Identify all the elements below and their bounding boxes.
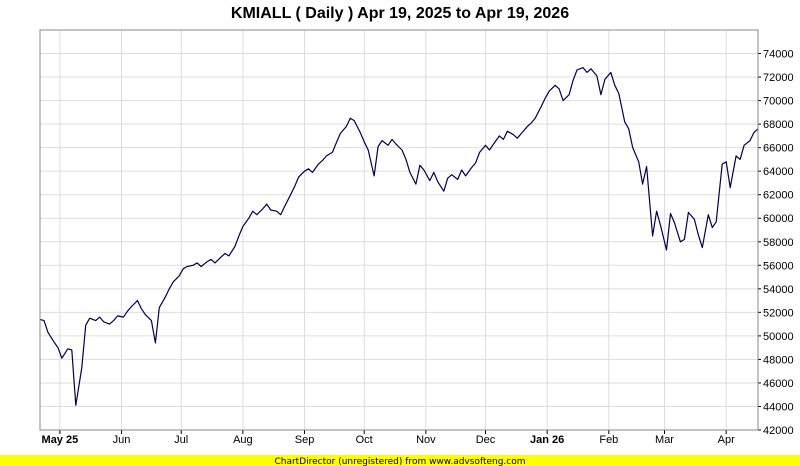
series-line xyxy=(39,67,759,406)
x-tick-label: Dec xyxy=(476,434,496,446)
x-tick-label: Jun xyxy=(113,434,131,446)
y-tick-label: 74000 xyxy=(763,49,794,61)
x-tick-label: Mar xyxy=(655,434,674,446)
y-tick-label: 70000 xyxy=(763,96,794,108)
y-tick-label: 58000 xyxy=(763,237,794,249)
x-tick-label: Apr xyxy=(718,434,735,446)
y-axis: 42000 44000 46000 48000 50000 52000 54000 56000… xyxy=(758,49,794,437)
y-tick-label: 56000 xyxy=(763,260,794,272)
y-tick-label: 50000 xyxy=(763,331,794,343)
x-tick-label: Sep xyxy=(295,434,315,446)
x-tick-label: Nov xyxy=(416,434,436,446)
x-tick-label: Oct xyxy=(356,434,373,446)
y-tick-label: 64000 xyxy=(763,166,794,178)
y-tick-label: 66000 xyxy=(763,143,794,155)
x-tick-label: Feb xyxy=(599,434,618,446)
y-tick-label: 42000 xyxy=(763,425,794,437)
plot-frame xyxy=(39,29,759,431)
footer-text: ChartDirector (unregistered) from www.ad… xyxy=(274,457,525,466)
y-tick-label: 72000 xyxy=(763,72,794,84)
y-tick-label: 48000 xyxy=(763,354,794,366)
y-tick-label: 52000 xyxy=(763,307,794,319)
x-tick-label: Aug xyxy=(233,434,253,446)
y-tick-label: 54000 xyxy=(763,284,794,296)
y-tick-label: 68000 xyxy=(763,119,794,131)
footer-banner xyxy=(0,455,800,466)
x-tick-label: Jul xyxy=(174,434,188,446)
plot-background xyxy=(40,30,758,430)
x-tick-label: Jan 26 xyxy=(530,434,564,446)
y-tick-label: 62000 xyxy=(763,190,794,202)
x-tick-label: May 25 xyxy=(42,434,79,446)
y-tick-label: 44000 xyxy=(763,401,794,413)
x-axis: May 25 Jun Jul Aug Sep Oct Nov Dec Jan 26 Feb Mar A… xyxy=(42,430,735,446)
chart-title: KMIALL ( Daily ) Apr 19, 2025 to Apr 19,… xyxy=(231,5,569,22)
y-tick-label: 46000 xyxy=(763,378,794,390)
y-tick-label: 60000 xyxy=(763,213,794,225)
